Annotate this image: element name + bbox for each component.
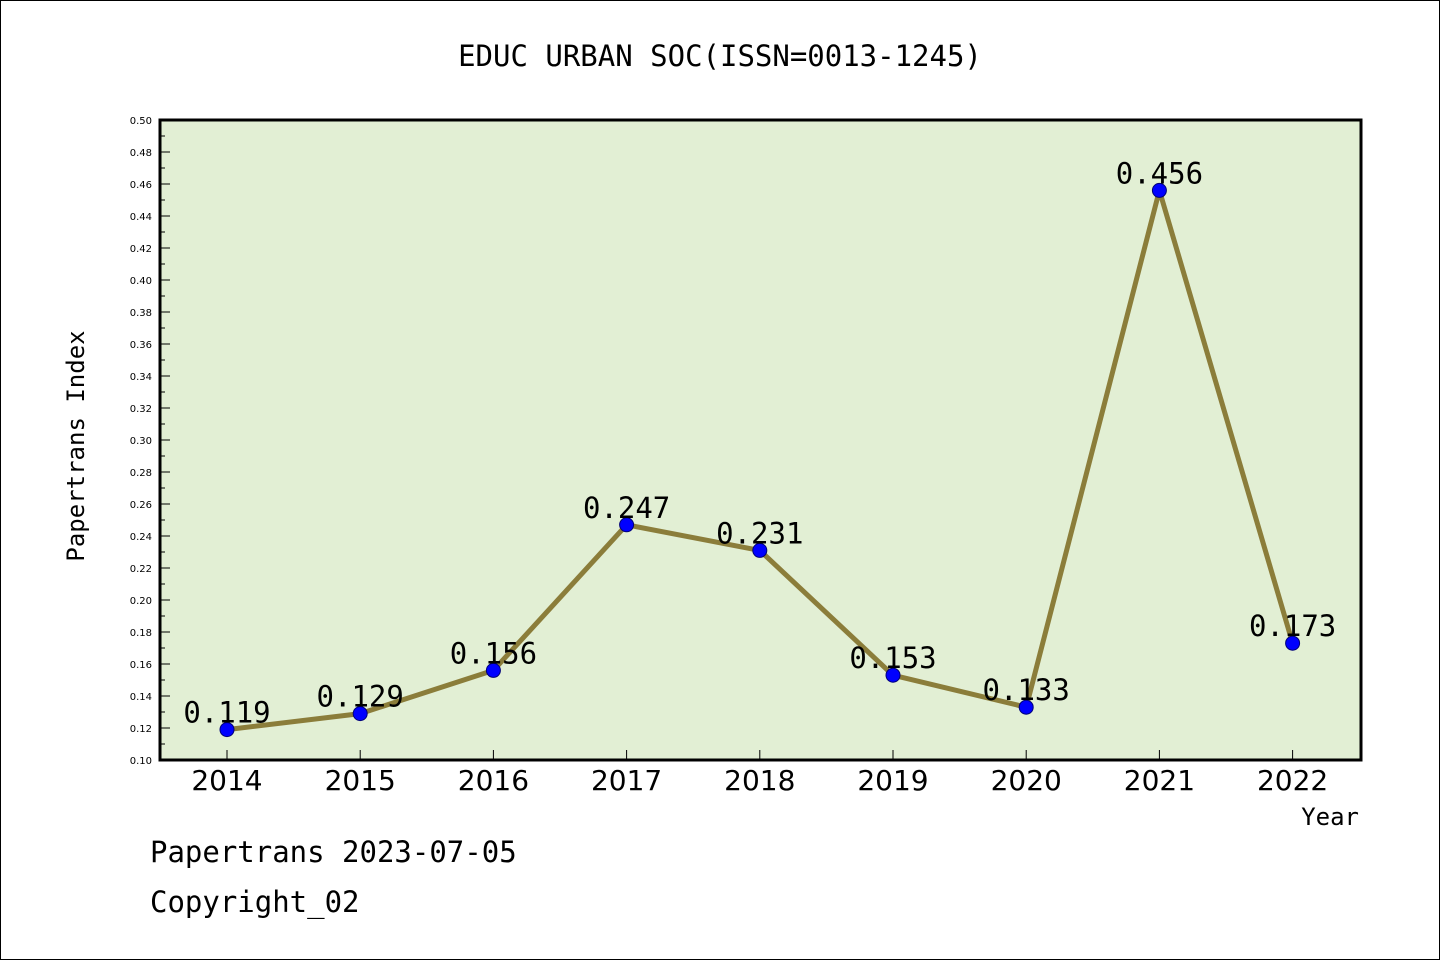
plot-area (158, 118, 1363, 762)
data-point (1018, 699, 1034, 715)
x-tick-label: 2019 (857, 764, 928, 797)
y-tick-label: 0.28 (130, 468, 152, 479)
data-point (219, 722, 235, 738)
data-label: 0.133 (983, 673, 1070, 707)
y-tick-label: 0.30 (130, 436, 152, 447)
x-tick-label: 2022 (1257, 764, 1328, 797)
data-point (1151, 182, 1167, 198)
y-tick-label: 0.26 (130, 500, 152, 511)
data-label: 0.156 (450, 636, 537, 670)
y-tick-label: 0.46 (130, 180, 152, 191)
y-tick-label: 0.22 (130, 564, 152, 575)
data-point (885, 667, 901, 683)
data-point (485, 662, 501, 678)
data-point (1285, 635, 1301, 651)
y-tick-label: 0.44 (130, 212, 152, 223)
footer-date: Papertrans 2023-07-05 (150, 835, 517, 869)
x-tick-label: 2014 (191, 764, 262, 797)
y-tick-label: 0.14 (130, 692, 152, 703)
y-tick-label: 0.32 (130, 404, 152, 415)
y-tick-label: 0.20 (130, 596, 152, 607)
data-label: 0.129 (317, 680, 404, 714)
x-tick-label: 2017 (591, 764, 662, 797)
data-point (352, 706, 368, 722)
y-axis-label: Papertrans Index (62, 330, 90, 561)
data-label: 0.173 (1249, 609, 1336, 643)
data-point (619, 517, 635, 533)
data-label: 0.456 (1116, 156, 1203, 190)
data-label: 0.153 (849, 641, 936, 675)
y-tick-label: 0.16 (130, 660, 152, 671)
y-tick-label: 0.50 (130, 116, 152, 127)
data-label: 0.247 (583, 491, 670, 525)
y-tick-label: 0.24 (130, 532, 152, 543)
y-tick-label: 0.42 (130, 244, 152, 255)
y-tick-label: 0.18 (130, 628, 152, 639)
y-tick-label: 0.38 (130, 308, 152, 319)
x-tick-label: 2021 (1124, 764, 1195, 797)
data-label: 0.231 (716, 516, 803, 550)
x-tick-label: 2020 (991, 764, 1062, 797)
y-tick-label: 0.40 (130, 276, 152, 287)
data-label: 0.119 (183, 696, 270, 730)
series-group: 0.119 0.129 0.156 0.247 0.231 0.153 0.133 0.456… (183, 156, 1336, 738)
y-tick-label: 0.34 (130, 372, 152, 383)
y-tick-label: 0.36 (130, 340, 152, 351)
y-tick-label: 0.12 (130, 724, 152, 735)
chart-title: EDUC URBAN SOC(ISSN=0013-1245) (458, 39, 982, 73)
x-tick-label: 2016 (458, 764, 529, 797)
x-tick-label: 2015 (325, 764, 396, 797)
y-tick-label: 0.10 (130, 756, 152, 767)
footer-copyright: Copyright_02 (150, 885, 360, 919)
x-axis-label: Year (1301, 803, 1359, 831)
y-axis: 0.10 0.12 0.14 0.16 0.18 0.20 0.22 0.24 0.26 0.28… (130, 116, 170, 767)
y-tick-label: 0.48 (130, 148, 152, 159)
x-tick-label: 2018 (724, 764, 795, 797)
data-point (752, 542, 768, 558)
x-axis: 2014 2015 2016 2017 2018 2019 2020 2021 2022 (191, 750, 1328, 797)
